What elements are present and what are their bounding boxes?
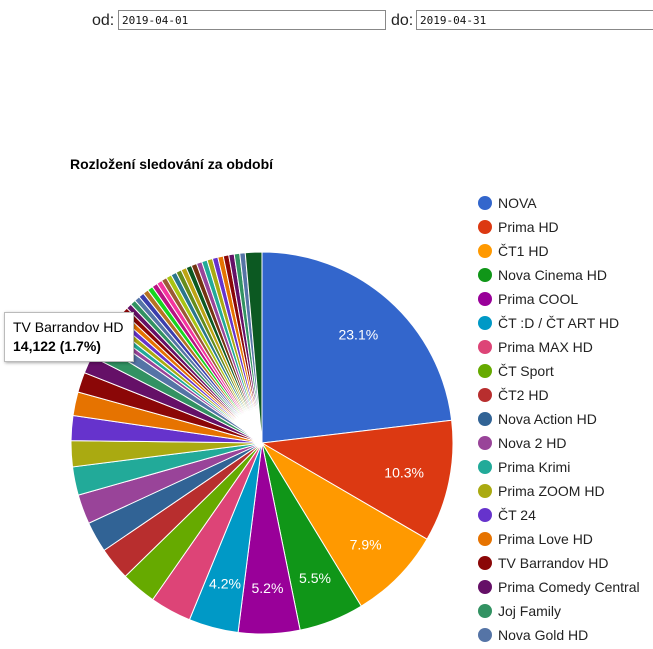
legend-marker [478,268,492,282]
legend-entry[interactable]: NOVA [498,195,537,211]
pie-slice[interactable] [260,419,454,540]
legend-entry[interactable]: ČT2 HD [498,387,549,403]
legend-entry[interactable]: TV Barrandov HD [498,555,608,571]
legend-entry[interactable]: ČT 24 [498,507,536,523]
pie-slice[interactable] [261,442,428,607]
legend-entry[interactable]: Prima Love HD [498,531,593,547]
legend-entry[interactable]: Prima Krimi [498,459,570,475]
legend-entry[interactable]: Nova 2 HD [498,435,566,451]
legend-marker [478,364,492,378]
tooltip-series-name: TV Barrandov HD [13,319,124,335]
legend-marker [478,580,492,594]
legend-entry[interactable]: Nova Action HD [498,411,597,427]
legend-marker [478,508,492,522]
slice-data-label: 5.2% [252,580,284,596]
legend-entry[interactable]: Prima Comedy Central [498,579,640,595]
legend-marker [478,292,492,306]
slice-data-label: 23.1% [338,326,378,342]
legend-entry[interactable]: ČT Sport [498,363,554,379]
legend-marker [478,244,492,258]
tooltip-series-value: 14,122 (1.7%) [13,338,101,354]
from-label: od: [92,12,115,29]
slice-data-label: 10.3% [384,464,424,480]
slice-data-label: 4.2% [209,575,241,591]
legend-entry[interactable]: Prima ZOOM HD [498,483,605,499]
to-date-input[interactable] [416,10,653,30]
legend-marker [478,220,492,234]
legend: NOVA Prima HD ČT1 HD Nova Cinema HD Prima CO… [478,195,640,643]
legend-entry[interactable]: Joj Family [498,603,561,619]
from-date-input[interactable] [118,10,386,30]
legend-marker [478,604,492,618]
to-label: do: [391,12,414,29]
legend-marker [478,484,492,498]
legend-entry[interactable]: Nova Cinema HD [498,267,607,283]
legend-marker [478,340,492,354]
pie-slice[interactable] [261,251,453,444]
date-filter-row: od: do: [0,10,653,34]
legend-entry[interactable]: Prima COOL [498,291,578,307]
slice-tooltip: TV Barrandov HD 14,122 (1.7%) [4,312,134,362]
legend-marker [478,316,492,330]
legend-marker [478,196,492,210]
legend-marker [478,556,492,570]
legend-marker [478,412,492,426]
legend-entry[interactable]: Prima HD [498,219,559,235]
legend-marker [478,436,492,450]
slice-labels: 23.1% 10.3% 7.9% 5.5% 5.2% 4.2% [209,326,424,596]
slice-data-label: 7.9% [350,537,382,553]
legend-marker [478,460,492,474]
pie-slices [70,251,454,635]
slice-data-label: 5.5% [299,570,331,586]
legend-entry[interactable]: Prima MAX HD [498,339,593,355]
legend-entry[interactable]: ČT :D / ČT ART HD [498,315,619,331]
legend-entry[interactable]: ČT1 HD [498,243,549,259]
legend-entry[interactable]: Nova Gold HD [498,627,588,643]
legend-marker [478,388,492,402]
legend-marker [478,628,492,642]
chart-title: Rozložení sledování za období [70,156,274,172]
pie-slice[interactable] [244,251,263,444]
legend-marker [478,532,492,546]
